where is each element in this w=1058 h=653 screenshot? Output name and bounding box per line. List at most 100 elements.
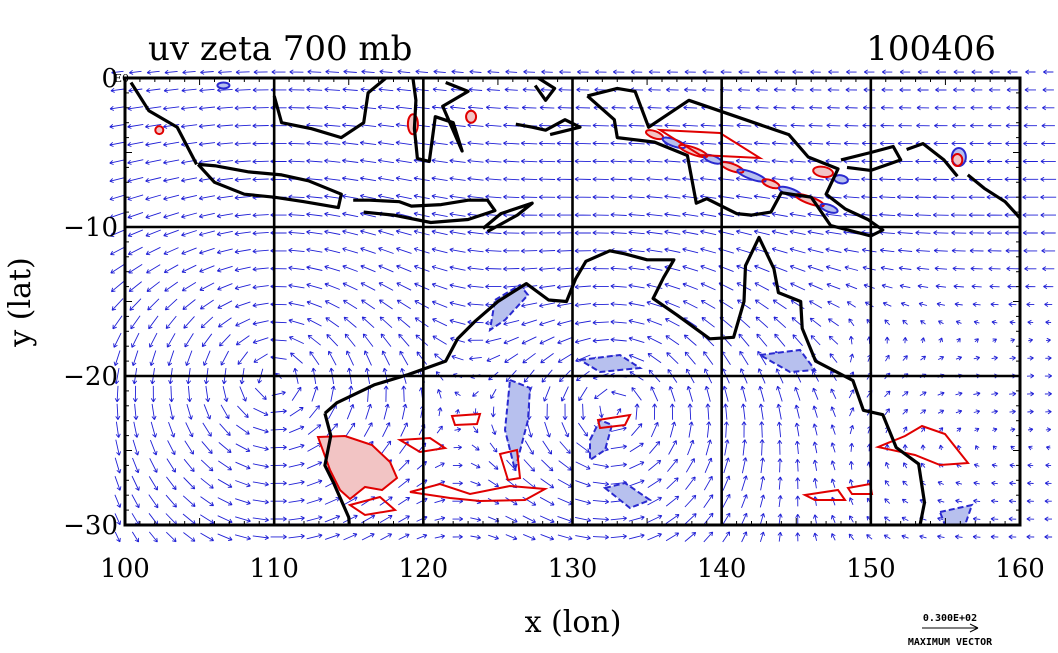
wind-vector	[216, 248, 233, 255]
wind-vector	[682, 229, 699, 235]
wind-vector	[987, 123, 1002, 129]
wind-vector	[109, 176, 126, 183]
positive-vorticity-contour	[406, 113, 419, 136]
wind-vector	[970, 105, 983, 111]
wind-vector	[115, 403, 121, 420]
wind-vector	[592, 320, 609, 326]
wind-vector	[235, 480, 251, 488]
wind-vector	[380, 333, 392, 347]
wind-vector	[184, 333, 194, 348]
wind-vector	[883, 516, 891, 522]
wind-vector	[920, 426, 926, 433]
wind-vector	[575, 498, 592, 505]
wind-vector	[379, 316, 393, 329]
wind-vector	[470, 534, 481, 540]
wind-vector	[974, 427, 980, 433]
wind-vector	[610, 212, 627, 218]
wind-vector	[324, 176, 341, 182]
wind-vector	[955, 320, 962, 325]
wind-vector	[112, 315, 123, 330]
wind-vector	[383, 403, 390, 420]
wind-vector	[755, 87, 768, 93]
wind-vector	[741, 494, 748, 508]
wind-vector	[665, 514, 680, 524]
wind-vector	[146, 87, 161, 93]
wind-vector	[288, 265, 305, 271]
wind-vector	[862, 105, 876, 111]
wind-vector	[132, 385, 138, 403]
wind-vector	[416, 351, 428, 365]
wind-vector	[722, 512, 731, 526]
wind-vector	[452, 462, 463, 468]
wind-vector	[561, 422, 570, 438]
wind-vector	[773, 105, 787, 111]
wind-vector	[132, 439, 140, 456]
wind-vector	[454, 427, 462, 433]
wind-vector	[345, 422, 356, 437]
wind-vector	[361, 299, 376, 310]
wind-vector	[1004, 176, 1021, 182]
wind-vector	[920, 320, 926, 325]
wind-vector	[575, 535, 591, 541]
wind-vector	[777, 439, 783, 455]
wind-vector	[470, 480, 481, 487]
wind-vector	[235, 516, 251, 523]
wind-vector	[771, 140, 788, 146]
wind-vector	[252, 266, 269, 272]
wind-vector	[916, 265, 930, 271]
wind-vector	[449, 194, 466, 199]
coastline	[533, 78, 557, 102]
wind-vector	[503, 122, 520, 128]
wind-vector	[433, 69, 446, 75]
wind-vector	[664, 247, 681, 253]
wind-vector	[664, 300, 680, 308]
y-tick-labels: 0 −10 −20 −30	[63, 64, 118, 541]
wind-vector	[114, 494, 122, 508]
wind-vector	[401, 385, 407, 402]
wind-vector	[237, 351, 249, 365]
wind-vector	[378, 264, 394, 273]
wind-vector	[557, 105, 573, 111]
wind-vector	[648, 459, 662, 471]
wind-vector	[774, 69, 786, 75]
wind-vector	[381, 350, 391, 366]
wind-vector	[216, 123, 233, 129]
wind-vector	[646, 229, 663, 235]
wind-vector	[934, 105, 947, 111]
coastline	[411, 78, 470, 163]
wind-vector	[991, 319, 998, 325]
wind-vector	[955, 498, 963, 504]
wind-vector	[753, 194, 770, 199]
wind-vector	[973, 480, 980, 486]
wind-vector	[1028, 338, 1034, 343]
y-tick-label: −30	[63, 511, 118, 541]
wind-vector	[774, 333, 786, 347]
wind-vector	[1041, 248, 1056, 254]
positive-vorticity-contour	[874, 424, 970, 467]
wind-vector	[991, 480, 998, 486]
wind-vector	[932, 176, 949, 182]
wind-vector	[198, 212, 215, 219]
wind-vector	[503, 319, 520, 326]
wind-vector	[202, 422, 212, 437]
wind-vector	[556, 176, 574, 182]
wind-vector	[414, 282, 430, 291]
coastlines	[129, 78, 1020, 525]
wind-vector	[449, 318, 466, 325]
wind-vector	[523, 459, 536, 472]
wind-vector	[150, 385, 156, 403]
wind-vector	[360, 282, 376, 291]
wind-vector	[237, 405, 249, 419]
wind-vector	[470, 517, 482, 522]
wind-vector	[183, 532, 196, 542]
wind-vector	[682, 282, 698, 290]
negative-vorticity-region	[488, 283, 530, 333]
wind-vector	[185, 350, 193, 366]
wind-vector	[706, 421, 712, 438]
wind-vector	[861, 194, 878, 200]
wind-vector	[306, 533, 323, 540]
wind-vector	[935, 87, 947, 93]
wind-vector	[972, 534, 981, 540]
wind-vector	[973, 391, 981, 397]
wind-vector	[956, 427, 962, 432]
